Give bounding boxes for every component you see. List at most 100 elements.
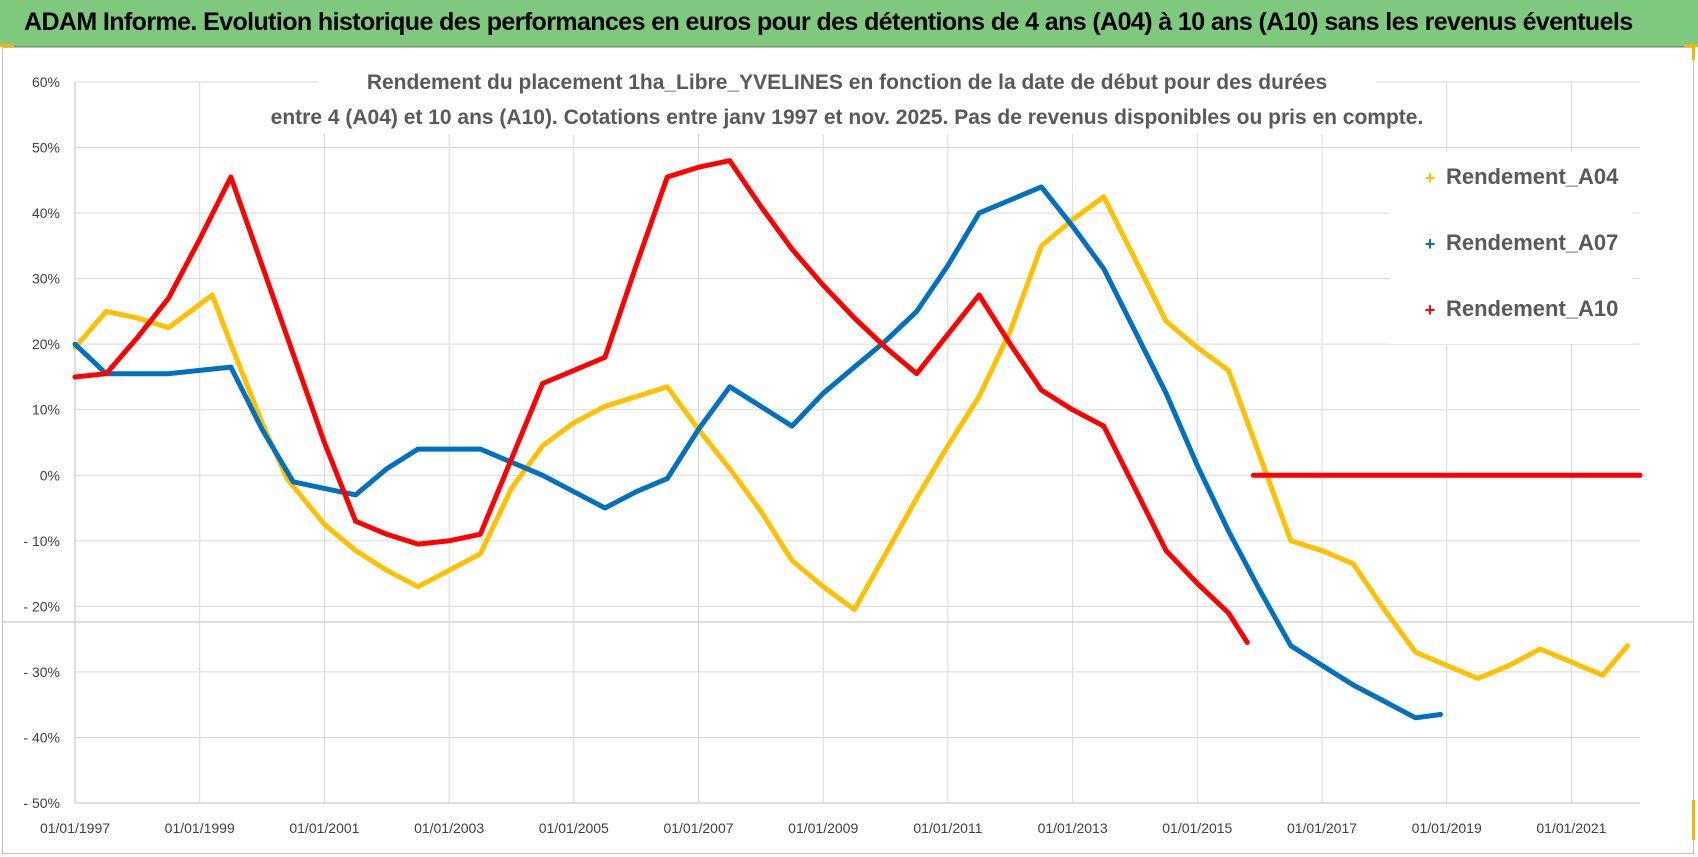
data-point-rendement-a07 — [571, 489, 576, 494]
x-tick-label: 01/01/2019 — [1412, 820, 1482, 836]
chart-title-line-1: Rendement du placement 1ha_Libre_YVELINE… — [367, 71, 1327, 94]
chart-frame — [2, 47, 1694, 854]
data-point-rendement-a07 — [322, 486, 327, 491]
data-point-rendement-a07 — [696, 427, 701, 432]
data-point-rendement-a04 — [1600, 673, 1605, 678]
x-tick-label: 01/01/2001 — [289, 820, 359, 836]
data-point-rendement-a04 — [1444, 663, 1449, 668]
data-point-rendement-a10 — [1195, 581, 1200, 586]
data-point-rendement-a10 — [1226, 610, 1231, 616]
data-point-rendement-a07 — [259, 427, 265, 432]
title-background — [318, 64, 1376, 134]
data-point-rendement-a04 — [1039, 243, 1044, 249]
legend-item: + Rendement_A10 — [1425, 296, 1619, 321]
data-point-rendement-a10 — [1245, 640, 1250, 645]
data-point-rendement-a10 — [696, 165, 701, 170]
data-point-rendement-a07 — [446, 446, 452, 452]
y-tick-label: 10% — [32, 402, 60, 418]
data-point-rendement-a04 — [1163, 319, 1169, 324]
data-point-rendement-a07 — [914, 309, 919, 314]
data-point-rendement-a07 — [1413, 715, 1418, 720]
legend-label: Rendement_A04 — [1446, 164, 1619, 189]
data-point-rendement-a07 — [821, 391, 826, 396]
x-tick-label: 01/01/2003 — [414, 820, 484, 836]
chart-title-line-2: entre 4 (A04) et 10 ans (A10). Cotations… — [271, 106, 1424, 129]
data-point-rendement-a07 — [1351, 682, 1356, 688]
data-point-rendement-a04 — [228, 342, 234, 347]
data-point-rendement-a04 — [758, 509, 764, 514]
data-point-rendement-a04 — [852, 607, 857, 612]
y-tick-label: 50% — [32, 140, 60, 156]
data-point-rendement-a07 — [1382, 699, 1387, 704]
data-point-rendement-a04 — [1413, 650, 1418, 655]
data-point-rendement-a04 — [914, 496, 919, 501]
data-point-rendement-a04 — [727, 466, 732, 471]
data-point-rendement-a07 — [1257, 587, 1262, 593]
data-point-rendement-a04 — [509, 486, 514, 491]
data-point-rendement-a04 — [446, 568, 452, 573]
data-point-rendement-a04 — [1132, 256, 1138, 262]
y-tick-label: - 20% — [23, 598, 60, 614]
y-tick-label: 20% — [32, 336, 60, 352]
data-point-rendement-a04 — [384, 568, 389, 573]
data-point-rendement-a04 — [1625, 643, 1630, 648]
axes — [2, 82, 1694, 804]
data-point-rendement-a07 — [945, 263, 951, 268]
data-point-rendement-a10 — [1039, 387, 1044, 393]
data-point-rendement-a10 — [353, 519, 358, 524]
y-tick-label: 40% — [32, 205, 60, 221]
data-point-rendement-a10 — [166, 296, 171, 301]
data-point-rendement-a07 — [1195, 463, 1200, 468]
data-point-rendement-a04 — [1382, 607, 1387, 612]
corner-marker-top-left — [0, 44, 14, 47]
data-point-rendement-a10 — [322, 440, 327, 445]
data-point-rendement-a07 — [1288, 643, 1294, 648]
data-point-rendement-a10 — [602, 355, 608, 360]
data-point-rendement-a07 — [1319, 663, 1325, 668]
series-line-rendement-a07 — [72, 184, 1443, 721]
corner-marker-top-right — [1684, 44, 1698, 47]
data-point-rendement-a07 — [135, 371, 140, 376]
data-point-rendement-a10 — [259, 263, 265, 268]
data-point-rendement-a10 — [478, 532, 483, 537]
y-tick-label: - 50% — [23, 795, 60, 811]
data-point-rendement-a10 — [291, 351, 296, 357]
legend-marker: + — [1425, 234, 1436, 254]
tick-labels: 60% 50% 40% 30% 20% 10% 0% - 10% - 20% - 30% - 40%… — [23, 74, 1606, 836]
data-point-rendement-a04 — [540, 443, 545, 448]
data-point-rendement-a04 — [1569, 659, 1574, 665]
legend-background — [1390, 152, 1632, 344]
x-tick-label: 01/01/2013 — [1038, 820, 1108, 836]
data-point-rendement-a10 — [540, 381, 545, 386]
data-point-rendement-a07 — [1101, 266, 1107, 271]
data-point-rendement-a04 — [478, 551, 483, 557]
data-point-rendement-a10 — [1132, 486, 1138, 491]
data-point-rendement-a07 — [197, 368, 202, 373]
data-point-rendement-a07 — [1008, 197, 1013, 203]
data-point-rendement-a10 — [197, 237, 202, 242]
data-point-rendement-a04 — [1288, 538, 1294, 543]
data-point-rendement-a10 — [1251, 473, 1256, 478]
data-point-rendement-a07 — [758, 404, 764, 409]
series-group — [72, 158, 1643, 721]
data-point-rendement-a07 — [976, 210, 982, 216]
data-point-rendement-a10 — [1070, 407, 1075, 412]
data-point-rendement-a07 — [1438, 712, 1443, 717]
data-point-rendement-a10 — [415, 541, 421, 547]
data-point-rendement-a07 — [72, 342, 78, 347]
data-point-rendement-a04 — [353, 548, 358, 553]
data-point-rendement-a10 — [72, 374, 78, 380]
data-point-rendement-a10 — [727, 158, 732, 163]
data-point-rendement-a04 — [1475, 676, 1481, 681]
y-tick-label: - 30% — [23, 664, 60, 680]
data-point-rendement-a07 — [540, 473, 545, 478]
data-point-rendement-a10 — [228, 174, 234, 180]
data-point-rendement-a10 — [1163, 548, 1169, 553]
data-point-rendement-a10 — [384, 532, 389, 537]
data-point-rendement-a07 — [166, 371, 171, 376]
legend-item: + Rendement_A07 — [1425, 230, 1619, 255]
data-point-rendement-a10 — [1637, 473, 1643, 478]
data-point-rendement-a04 — [1226, 368, 1231, 373]
corner-marker-right — [1692, 44, 1695, 60]
data-point-rendement-a04 — [1195, 345, 1200, 350]
